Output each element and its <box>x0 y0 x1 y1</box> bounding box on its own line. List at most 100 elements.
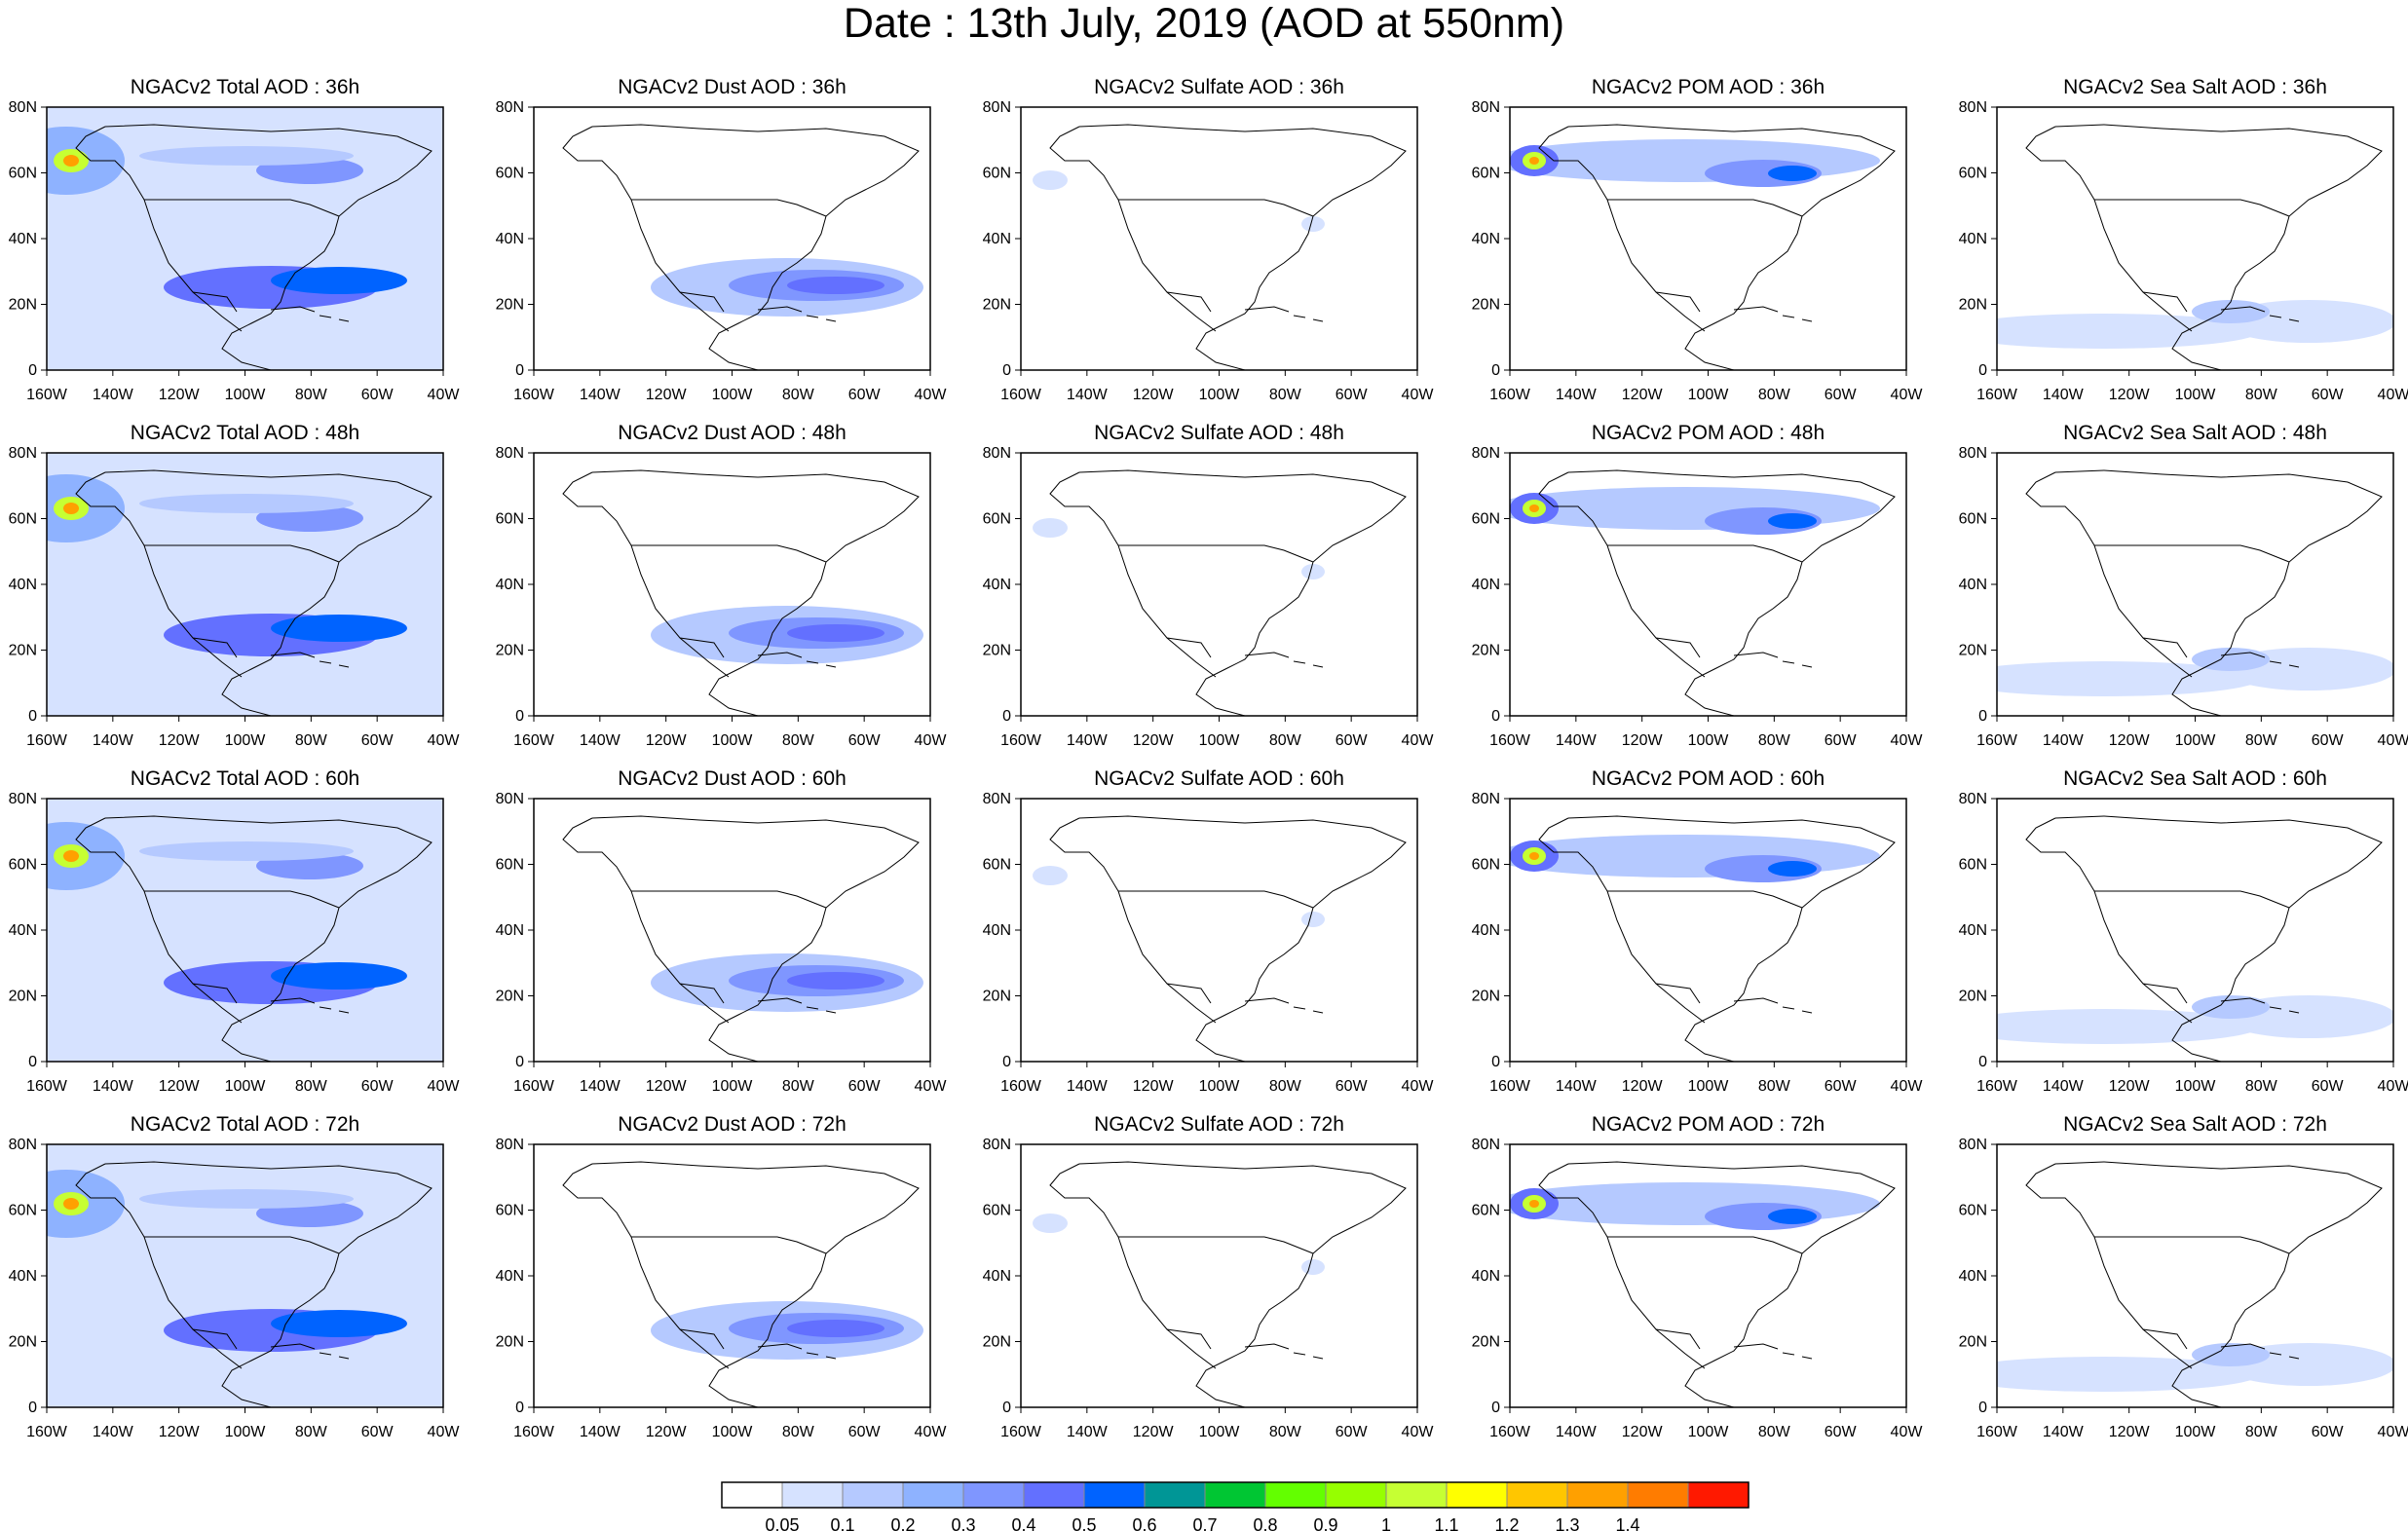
map-frame: 0 20N 40N 60N 80N 160W 140W 120W 100W 80W 60W 40W <box>1959 1137 2408 1440</box>
lat-tick-label: 0 <box>515 362 524 379</box>
lon-tick-label: 40W <box>1891 387 1924 403</box>
lon-tick-label: 80W <box>782 1424 815 1440</box>
lon-tick-label: 100W <box>712 1078 754 1095</box>
lat-tick-label: 80N <box>9 1137 37 1153</box>
lon-tick-label: 80W <box>1269 387 1302 403</box>
aod-plume <box>1033 1214 1068 1233</box>
lon-tick-label: 160W <box>513 387 555 403</box>
lat-tick-label: 0 <box>1002 708 1011 725</box>
country-border <box>1118 199 1314 313</box>
panel-title: NGACv2 Total AOD : 48h <box>130 422 360 444</box>
lon-tick-label: 160W <box>1976 387 2018 403</box>
panel-title: NGACv2 Dust AOD : 48h <box>618 422 847 444</box>
lon-tick-label: 100W <box>225 1424 267 1440</box>
lon-tick-label: 140W <box>2043 732 2085 749</box>
aod-plume <box>63 850 79 862</box>
lon-tick-label: 120W <box>1622 732 1664 749</box>
map-frame: 0 20N 40N 60N 80N 160W 140W 120W 100W 80W 60W 40W <box>1959 99 2408 403</box>
lon-tick-label: 160W <box>1489 1078 1531 1095</box>
aod-plume <box>1033 518 1068 538</box>
lon-tick-label: 60W <box>361 387 395 403</box>
aod-plume <box>1301 912 1325 927</box>
lat-tick-label: 0 <box>1002 1400 1011 1416</box>
lat-tick-label: 60N <box>1959 1203 1987 1219</box>
lon-tick-label: 120W <box>159 732 201 749</box>
lat-tick-label: 0 <box>1491 1400 1500 1416</box>
aod-plume <box>139 841 354 861</box>
lon-tick-label: 140W <box>93 1424 134 1440</box>
aod-plume <box>2192 300 2270 323</box>
country-border <box>1118 544 1314 658</box>
map-frame: 0 20N 40N 60N 80N 160W 140W 120W 100W 80W 60W 40W <box>1472 445 1924 749</box>
lat-tick-label: 60N <box>496 166 524 182</box>
colorbar-swatch <box>1446 1481 1508 1509</box>
lat-tick-label: 20N <box>1472 989 1500 1005</box>
coastline <box>1049 124 1407 370</box>
aod-plume <box>63 503 79 514</box>
map-panel: NGACv2 Sulfate AOD : 36h 0 20N 40N 60N 80N 160… <box>974 76 1461 422</box>
map-frame: 0 20N 40N 60N 80N 160W 140W 120W 100W 80W 60W 40W <box>9 99 461 403</box>
lon-tick-label: 160W <box>1489 1424 1531 1440</box>
panel-title: NGACv2 Sulfate AOD : 48h <box>1094 422 1344 444</box>
lon-tick-label: 140W <box>1067 1424 1109 1440</box>
coastline <box>562 469 920 716</box>
lon-tick-label: 100W <box>1199 732 1241 749</box>
lon-tick-label: 100W <box>225 1078 267 1095</box>
lat-tick-label: 20N <box>496 989 524 1005</box>
lon-tick-label: 80W <box>782 387 815 403</box>
lat-tick-label: 40N <box>1472 1268 1500 1285</box>
lat-tick-label: 60N <box>983 511 1011 528</box>
lon-tick-label: 140W <box>580 732 621 749</box>
lon-tick-label: 160W <box>26 1424 68 1440</box>
lon-tick-label: 80W <box>2245 732 2278 749</box>
lon-tick-label: 60W <box>1825 1424 1858 1440</box>
lon-tick-label: 160W <box>513 1424 555 1440</box>
lon-tick-label: 160W <box>26 387 68 403</box>
lon-tick-label: 40W <box>915 1078 948 1095</box>
map-panel: NGACv2 Total AOD : 72h 0 20N 40N 60N 80N 160W 1… <box>0 1113 487 1459</box>
lat-tick-label: 40N <box>983 577 1011 593</box>
map-panel: NGACv2 Sea Salt AOD : 48h 0 20N 40N 60N 80N 16… <box>1950 422 2408 767</box>
lat-tick-label: 80N <box>496 1137 524 1153</box>
colorbar-label: 0.6 <box>1132 1515 1156 1531</box>
island-outline <box>2220 997 2300 1014</box>
lat-tick-label: 40N <box>496 577 524 593</box>
map-frame: 0 20N 40N 60N 80N 160W 140W 120W 100W 80W 60W 40W <box>496 445 948 749</box>
map-frame: 0 20N 40N 60N 80N 160W 140W 120W 100W 80W 60W 40W <box>1472 1137 1924 1440</box>
aod-plume <box>787 972 884 990</box>
map-panel: NGACv2 Sulfate AOD : 72h 0 20N 40N 60N 80N 160… <box>974 1113 1461 1459</box>
panel-title: NGACv2 Dust AOD : 60h <box>618 767 847 790</box>
lon-tick-label: 40W <box>428 1424 461 1440</box>
map-frame: 0 20N 40N 60N 80N 160W 140W 120W 100W 80W 60W 40W <box>9 1137 461 1440</box>
lon-tick-label: 160W <box>1976 732 2018 749</box>
map-frame: 0 20N 40N 60N 80N 160W 140W 120W 100W 80W 60W 40W <box>1472 791 1924 1095</box>
lon-tick-label: 80W <box>2245 387 2278 403</box>
lat-tick-label: 80N <box>983 791 1011 807</box>
map-frame: 0 20N 40N 60N 80N 160W 140W 120W 100W 80W 60W 40W <box>9 791 461 1095</box>
lat-tick-label: 60N <box>983 1203 1011 1219</box>
lat-tick-label: 40N <box>1959 922 1987 939</box>
country-border <box>2094 890 2290 1004</box>
colorbar-swatch <box>1204 1481 1266 1509</box>
aod-plume <box>271 1310 407 1337</box>
lon-tick-label: 80W <box>1269 1078 1302 1095</box>
colorbar-swatch <box>1566 1481 1629 1509</box>
island-outline <box>270 1343 350 1360</box>
lat-tick-label: 60N <box>1472 511 1500 528</box>
lon-tick-label: 120W <box>1133 387 1175 403</box>
lon-tick-label: 140W <box>93 732 134 749</box>
colorbar-swatch <box>1385 1481 1448 1509</box>
lon-tick-label: 80W <box>2245 1078 2278 1095</box>
lat-tick-label: 20N <box>983 297 1011 314</box>
panel-title: NGACv2 POM AOD : 60h <box>1591 767 1825 790</box>
coastline <box>562 124 920 370</box>
lat-tick-label: 20N <box>9 989 37 1005</box>
lat-tick-label: 20N <box>496 1334 524 1351</box>
panel-title: NGACv2 POM AOD : 48h <box>1591 422 1825 444</box>
lon-tick-label: 100W <box>2175 387 2217 403</box>
lon-tick-label: 140W <box>1556 1078 1598 1095</box>
colorbar-label: 0.3 <box>951 1515 975 1531</box>
lon-tick-label: 120W <box>2109 387 2151 403</box>
lon-tick-label: 160W <box>1976 1424 2018 1440</box>
lon-tick-label: 60W <box>1825 387 1858 403</box>
